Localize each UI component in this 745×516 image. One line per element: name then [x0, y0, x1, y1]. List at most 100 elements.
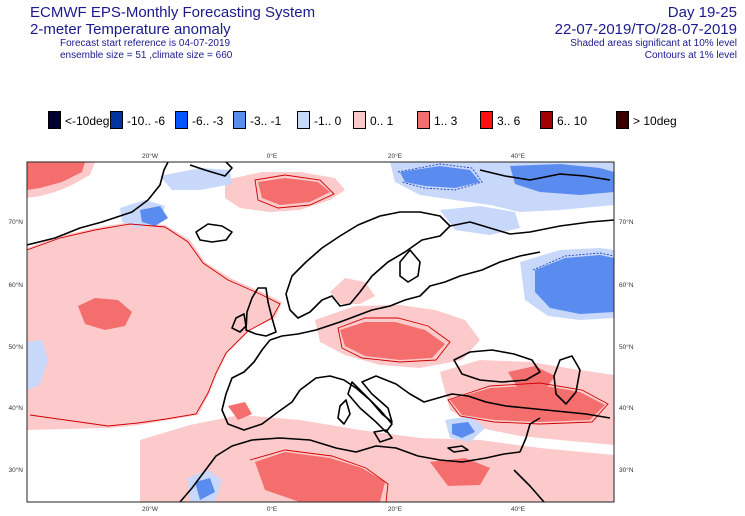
- lon-label-bottom: 20°W: [142, 505, 159, 513]
- legend-label: <-10deg: [65, 114, 110, 128]
- atlantic-warm-core: [78, 298, 132, 330]
- scandinavia-coast: [285, 211, 451, 319]
- black-sea-coast: [453, 349, 541, 383]
- lat-label-left: 40°N: [8, 404, 23, 412]
- iceland-coast: [195, 223, 233, 243]
- contour-central-europe: [337, 317, 451, 363]
- lon-label-top: 20°E: [388, 152, 403, 160]
- legend-label: 1.. 3: [434, 114, 458, 128]
- lon-label-bottom: 40°E: [511, 505, 526, 513]
- atlantic-warm-area: [27, 222, 282, 430]
- greenland-warm-core: [27, 162, 85, 190]
- contour-arctic-cold: [397, 163, 483, 191]
- morocco-cool-core: [195, 478, 215, 500]
- arctic-cool-core: [400, 166, 480, 188]
- legend-swatch: [540, 111, 553, 129]
- contour-note: Contours at 1% level: [644, 50, 737, 61]
- britain-coast: [245, 287, 277, 337]
- libya-warm-core: [430, 458, 490, 486]
- sicily-coast: [373, 429, 393, 443]
- legend-label: 6.. 10: [557, 114, 588, 128]
- lat-label-right: 70°N: [619, 218, 634, 226]
- sahara-warm-core: [255, 452, 385, 502]
- contour-atlantic: [27, 223, 281, 427]
- finland-coast: [399, 249, 421, 283]
- ireland-coast: [231, 313, 247, 333]
- barents-warm-core: [258, 178, 330, 205]
- atlantic-cool-area: [27, 340, 48, 390]
- shaded-note: Shaded areas significant at 10% level: [570, 38, 737, 49]
- legend-swatch: [417, 111, 430, 129]
- north-africa-warm-area: [140, 415, 614, 502]
- greenland-coast: [27, 162, 169, 246]
- lat-label-right: 50°N: [619, 343, 634, 351]
- novaya-zemlya-coast: [479, 169, 611, 181]
- legend-swatch: [48, 111, 61, 129]
- contour-turkey: [447, 382, 609, 425]
- lon-label-bottom: 20°E: [388, 505, 403, 513]
- crete-coast: [447, 445, 469, 453]
- lon-label-top: 0°E: [267, 152, 278, 160]
- biscay-iberia-coast: [221, 339, 301, 431]
- europe-coast: [269, 251, 541, 341]
- lat-label-right: 40°N: [619, 404, 634, 412]
- legend-label: -1.. 0: [314, 114, 342, 128]
- day-range: Day 19-25: [667, 4, 737, 21]
- legend-label: -10.. -6: [127, 114, 166, 128]
- legend-label: -6.. -3: [192, 114, 224, 128]
- legend-label: > 10deg: [633, 114, 677, 128]
- legend-swatch: [616, 111, 629, 129]
- legend-label: 0.. 1: [370, 114, 394, 128]
- central-europe-warm-core: [340, 322, 445, 360]
- kola-coast: [449, 219, 614, 235]
- start-reference: Forecast start reference is 04-07-2019: [60, 38, 231, 49]
- aegean-cool-core: [452, 422, 475, 438]
- shaded-anomalies: [27, 162, 614, 502]
- svalbard-cool-core: [140, 206, 168, 226]
- legend-label: 3.. 6: [497, 114, 521, 128]
- caspian-coast: [553, 355, 581, 405]
- contour-sahara: [249, 449, 389, 502]
- contours-cold: [397, 163, 614, 271]
- contours-1pct: [27, 174, 609, 502]
- graticule-ticks: 20°W 0°E 20°E 40°E 20°W 0°E 20°E 40°E 70°N 60°N 50…: [8, 152, 633, 513]
- corsica-sardinia-coast: [337, 399, 351, 425]
- legend-label: -3.. -1: [250, 114, 282, 128]
- map-frame: [26, 161, 615, 503]
- ensemble-info: ensemble size = 51 ,climate size = 660: [60, 50, 233, 61]
- svalbard-coast: [189, 162, 233, 177]
- lat-label-left: 50°N: [8, 343, 23, 351]
- legend-swatch: [175, 111, 188, 129]
- legend-swatch: [233, 111, 246, 129]
- lat-label-right: 60°N: [619, 281, 634, 289]
- iberia-warm-core: [228, 402, 252, 420]
- africa-coast: [179, 437, 521, 502]
- lat-label-left: 70°N: [8, 218, 23, 226]
- legend-swatch: [110, 111, 123, 129]
- levant-coast: [519, 417, 541, 453]
- lon-label-top: 20°W: [142, 152, 159, 160]
- chart-title: ECMWF EPS-Monthly Forecasting System: [30, 4, 316, 21]
- italy-coast: [347, 381, 393, 433]
- russia-cool-core: [535, 255, 614, 314]
- red-sea-coast: [513, 469, 545, 502]
- chart-subtitle: 2-meter Temperature anomaly: [30, 21, 231, 38]
- kara-cool-area: [440, 206, 520, 235]
- lon-label-bottom: 0°E: [267, 505, 278, 513]
- date-range: 22-07-2019/TO/28-07-2019: [554, 21, 737, 38]
- mediterranean-coast: [299, 375, 611, 423]
- legend-swatch: [353, 111, 366, 129]
- lat-label-left: 30°N: [8, 466, 23, 474]
- caspian-warm-core: [508, 366, 555, 392]
- legend-swatch: [480, 111, 493, 129]
- lon-label-top: 40°E: [511, 152, 526, 160]
- arctic-cool-core-east: [510, 164, 614, 195]
- legend-swatch: [297, 111, 310, 129]
- lat-label-left: 60°N: [8, 281, 23, 289]
- coastlines: [27, 162, 614, 502]
- scandinavia-warm-area: [330, 278, 375, 304]
- contour-barents: [254, 174, 335, 209]
- contour-russia-cold: [532, 252, 614, 271]
- lat-label-right: 30°N: [619, 466, 634, 474]
